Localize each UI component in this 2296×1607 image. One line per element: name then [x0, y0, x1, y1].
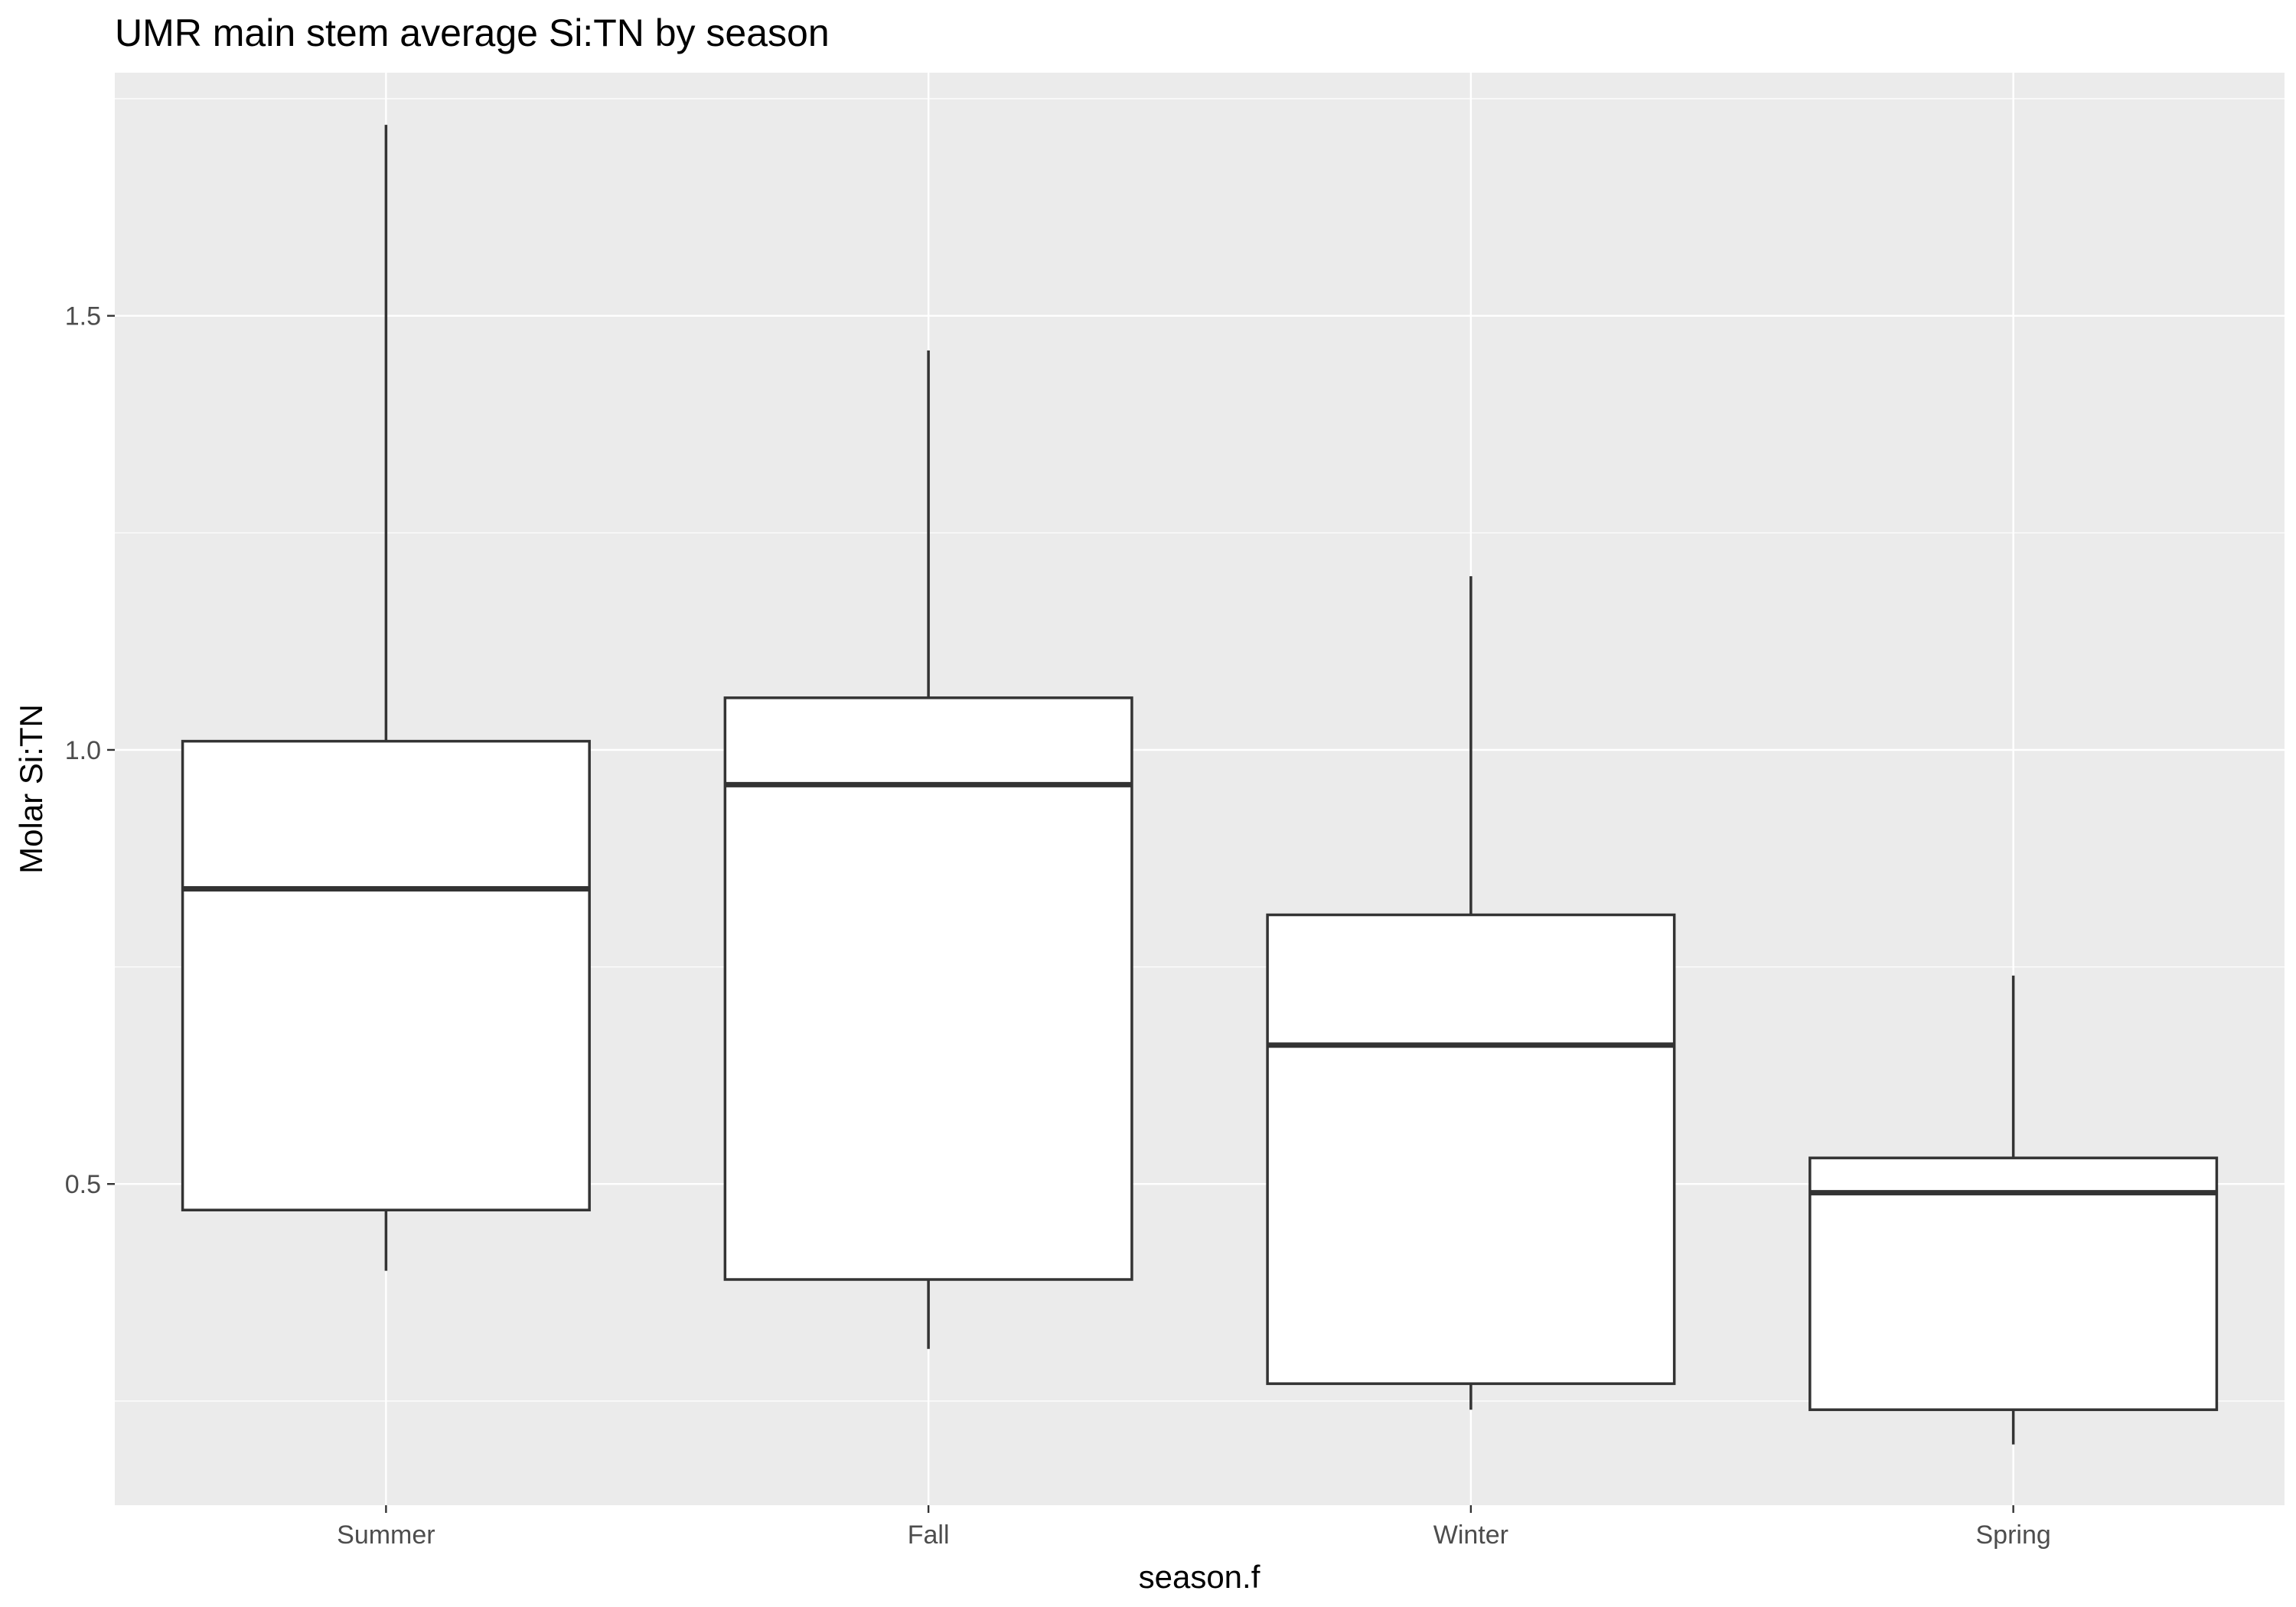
chart-title: UMR main stem average Si:TN by season [115, 11, 830, 54]
box-spring [1808, 975, 2219, 1445]
x-tick-label: Summer [337, 1521, 435, 1550]
box-fall [723, 350, 1133, 1349]
box-summer [181, 125, 591, 1271]
x-tick-label: Spring [1975, 1521, 2050, 1550]
x-axis-title: season.f [1139, 1559, 1261, 1595]
x-axis: Summer Fall Winter Spring [337, 1505, 2051, 1550]
y-axis-title: Molar Si:TN [13, 704, 49, 874]
y-axis: 0.5 1.0 1.5 [65, 302, 115, 1199]
y-tick-label: 1.5 [65, 302, 101, 331]
y-tick-label: 0.5 [65, 1170, 101, 1199]
y-tick-label: 1.0 [65, 736, 101, 765]
x-tick-label: Winter [1433, 1521, 1508, 1550]
box-iqr [723, 696, 1133, 1281]
boxes-group [181, 125, 2219, 1445]
box-winter [1266, 576, 1676, 1410]
box-iqr [1266, 913, 1676, 1385]
box-iqr [1808, 1156, 2219, 1411]
box-iqr [181, 739, 591, 1212]
x-tick-label: Fall [908, 1521, 950, 1550]
